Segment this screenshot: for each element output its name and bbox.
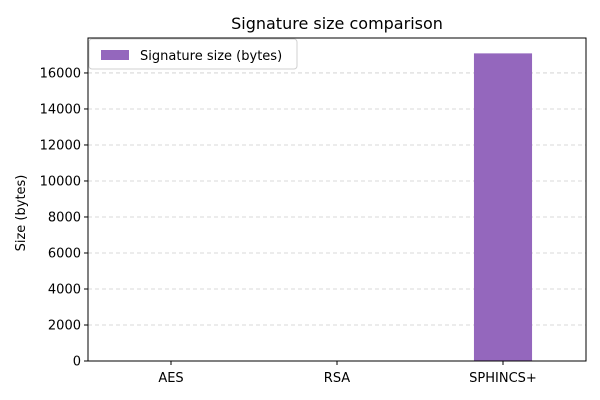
legend-label: Signature size (bytes)	[140, 49, 282, 64]
legend-frame	[88, 38, 298, 70]
chart-title: Signature size comparison	[231, 14, 443, 33]
y-axis-label: Size (bytes)	[14, 175, 29, 252]
y-tick-label-7: 14000	[40, 102, 81, 117]
bar-sphincs-	[473, 53, 533, 362]
bars	[473, 53, 533, 362]
legend-swatch	[101, 50, 129, 60]
x-tick-label-1: RSA	[324, 371, 351, 386]
x-ticks: AES RSA SPHINCS+	[158, 361, 537, 386]
y-tick-label-6: 12000	[40, 138, 81, 153]
y-tick-label-2: 4000	[48, 282, 81, 297]
y-tick-label-8: 16000	[40, 66, 81, 81]
x-tick-label-2: SPHINCS+	[469, 371, 537, 386]
y-tick-label-1: 2000	[48, 318, 81, 333]
y-tick-label-0: 0	[73, 355, 81, 370]
y-tick-label-5: 10000	[40, 174, 81, 189]
y-ticks: 0 2000 4000 6000 8000 10000 12000 14000 16000	[40, 66, 88, 370]
y-tick-label-4: 8000	[48, 210, 81, 225]
y-tick-label-3: 6000	[48, 246, 81, 261]
legend: Signature size (bytes)	[88, 38, 298, 70]
x-tick-label-0: AES	[158, 371, 183, 386]
